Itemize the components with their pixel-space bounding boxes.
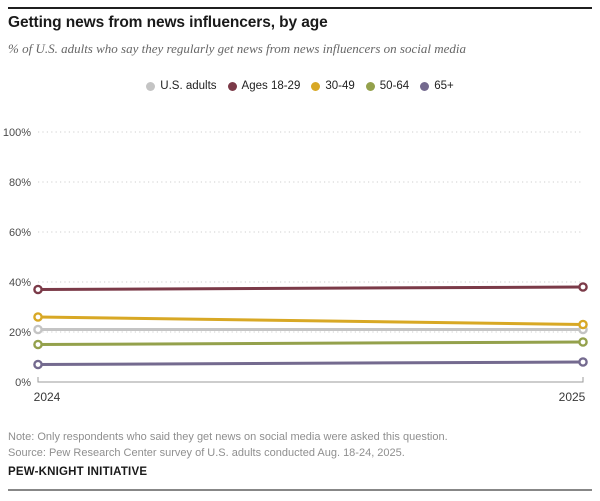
chart-area: 0% 20% 40% 60% 80% 100% 2024 2025 <box>0 105 600 410</box>
legend-label: 65+ <box>434 80 454 92</box>
data-point-30-49-2024 <box>33 312 43 322</box>
brand-label: PEW-KNIGHT INITIATIVE <box>8 466 148 478</box>
data-point-50-64-2024 <box>33 339 43 350</box>
legend-item-3: 50-64 <box>365 80 410 92</box>
footer-notes: Note: Only respondents who said they get… <box>8 430 592 461</box>
data-point-50-64-2025 <box>578 337 588 347</box>
data-point-Ages 18-29-2025 <box>578 282 588 292</box>
legend-item-2: 30-49 <box>311 80 355 92</box>
data-point-65+-2024 <box>33 359 43 370</box>
data-point-Ages 18-29-2024 <box>33 284 43 295</box>
legend-item-0: U.S. adults <box>146 80 217 92</box>
legend-label: 30-49 <box>325 80 355 92</box>
legend-item-1: Ages 18-29 <box>227 80 301 92</box>
legend: U.S. adults Ages 18-29 30-49 50-64 65+ <box>0 80 600 92</box>
bottom-rule <box>8 489 592 491</box>
x-tick-label-2024: 2024 <box>34 390 61 404</box>
series-line-Ages 18-29 <box>36 285 585 291</box>
y-tick-label-60: 60% <box>9 227 31 239</box>
top-rule <box>8 7 592 9</box>
legend-dot-icon <box>311 81 321 91</box>
y-tick-label-20: 20% <box>9 327 31 339</box>
source-line: Source: Pew Research Center survey of U.… <box>8 446 405 459</box>
legend-dot-icon <box>146 81 156 91</box>
y-tick-label-80: 80% <box>9 177 31 189</box>
y-tick-label-100: 100% <box>3 127 31 139</box>
legend-dot-icon <box>227 81 237 91</box>
legend-label: U.S. adults <box>160 80 217 92</box>
data-point-65+-2025 <box>578 357 588 367</box>
legend-item-4: 65+ <box>420 80 454 92</box>
x-axis <box>37 377 584 383</box>
x-tick-label-2025: 2025 <box>559 390 586 404</box>
chart-title: Getting news from news influencers, by a… <box>8 14 328 31</box>
legend-dot-icon <box>365 81 375 91</box>
data-point-30-49-2025 <box>578 319 588 330</box>
series-line-30-49 <box>36 315 585 326</box>
chart-subtitle: % of U.S. adults who say they regularly … <box>8 41 466 56</box>
series-line-50-64 <box>36 340 585 346</box>
y-tick-label-40: 40% <box>9 277 31 289</box>
legend-dot-icon <box>420 81 430 91</box>
series-line-65+ <box>36 360 585 366</box>
legend-label: Ages 18-29 <box>241 80 301 92</box>
legend-label: 50-64 <box>379 80 410 92</box>
note-line: Note: Only respondents who said they get… <box>8 431 448 443</box>
y-tick-label-0: 0% <box>15 377 31 389</box>
data-point-U.S. adults-2024 <box>33 324 43 335</box>
chart-svg: 0% 20% 40% 60% 80% 100% 2024 2025 <box>3 127 588 404</box>
